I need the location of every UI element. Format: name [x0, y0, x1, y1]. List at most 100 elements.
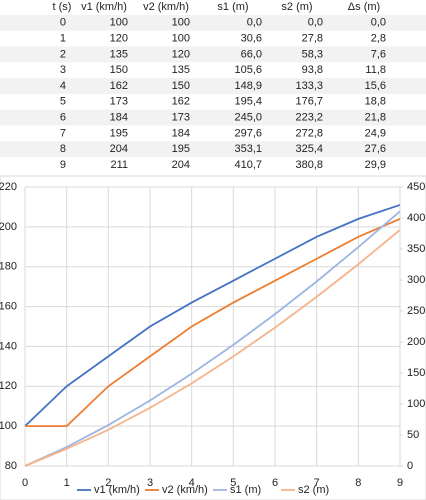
series-line — [25, 218, 401, 428]
legend-label: s2 (m) — [298, 484, 329, 496]
cell: 184 — [110, 112, 128, 124]
cell: 4 — [60, 80, 66, 92]
cell: 297,6 — [234, 127, 262, 139]
cell: 3 — [60, 64, 66, 76]
cell: 8 — [60, 143, 66, 155]
legend-label: s1 (m) — [230, 484, 261, 496]
y2-tick-label: 50 — [407, 429, 419, 441]
column-header: v1 (km/h) — [81, 1, 127, 13]
cell: 410,7 — [234, 159, 262, 171]
cell: 204 — [172, 159, 190, 171]
series-line — [24, 210, 401, 467]
cell: 93,8 — [302, 64, 323, 76]
x-tick-label: 9 — [397, 477, 403, 489]
y-tick-label: 80 — [5, 460, 17, 472]
x-tick-label: 8 — [355, 477, 361, 489]
row-stripe — [0, 109, 426, 126]
cell: 120 — [172, 48, 190, 60]
row-stripe — [0, 46, 426, 63]
legend-label: v2 (km/h) — [162, 484, 208, 496]
y2-tick-label: 200 — [407, 336, 425, 348]
cell: 2 — [60, 48, 66, 60]
cell: 29,9 — [365, 159, 386, 171]
cell: 173 — [172, 112, 190, 124]
cell: 15,6 — [365, 80, 386, 92]
cell: 353,1 — [234, 143, 262, 155]
column-header: Δs (m) — [348, 1, 380, 13]
y2-tick-label: 300 — [407, 274, 425, 286]
x-tick-label: 1 — [64, 477, 70, 489]
cell: 120 — [110, 33, 128, 45]
cell: 380,8 — [295, 159, 323, 171]
cell: 0,0 — [308, 17, 323, 29]
cell: 223,2 — [295, 112, 323, 124]
cell: 7,6 — [371, 48, 386, 60]
legend-label: v1 (km/h) — [94, 484, 140, 496]
y-tick-label: 200 — [0, 221, 17, 233]
cell: 105,6 — [234, 64, 262, 76]
cell: 11,8 — [365, 64, 386, 76]
y-tick-label: 220 — [0, 181, 17, 193]
series-line — [24, 204, 401, 427]
cell: 21,8 — [365, 112, 386, 124]
chart-area — [0, 175, 426, 500]
y2-tick-label: 350 — [407, 243, 425, 255]
y-tick-label: 100 — [0, 420, 17, 432]
cell: 176,7 — [295, 96, 323, 108]
cell: 133,3 — [295, 80, 323, 92]
cell: 27,6 — [365, 143, 386, 155]
cell: 184 — [172, 127, 190, 139]
cell: 325,4 — [295, 143, 323, 155]
y-tick-label: 180 — [0, 261, 17, 273]
cell: 173 — [110, 96, 128, 108]
x-tick-label: 6 — [272, 477, 278, 489]
cell: 135 — [172, 64, 190, 76]
cell: 5 — [60, 96, 66, 108]
cell: 148,9 — [234, 80, 262, 92]
cell: 100 — [110, 17, 128, 29]
column-header: t (s) — [53, 1, 72, 13]
x-tick-label: 3 — [147, 477, 153, 489]
cell: 150 — [110, 64, 128, 76]
cell: 100 — [172, 33, 190, 45]
cell: 204 — [110, 143, 128, 155]
x-tick-label: 7 — [314, 477, 320, 489]
cell: 7 — [60, 127, 66, 139]
cell: 2,8 — [371, 33, 386, 45]
cell: 195,4 — [234, 96, 262, 108]
cell: 135 — [110, 48, 128, 60]
y-tick-label: 120 — [0, 380, 17, 392]
y-tick-label: 160 — [0, 300, 17, 312]
cell: 272,8 — [295, 127, 323, 139]
y2-tick-label: 250 — [407, 305, 425, 317]
cell: 1 — [60, 33, 66, 45]
y2-tick-label: 450 — [407, 181, 425, 193]
cell: 0,0 — [247, 17, 262, 29]
x-tick-label: 2 — [105, 477, 111, 489]
y2-tick-label: 100 — [407, 398, 425, 410]
cell: 9 — [60, 159, 66, 171]
cell: 162 — [172, 96, 190, 108]
cell: 195 — [110, 127, 128, 139]
row-stripe — [0, 14, 426, 31]
y2-tick-label: 150 — [407, 367, 425, 379]
row-stripe — [0, 78, 426, 94]
cell: 0 — [60, 17, 66, 29]
cell: 162 — [110, 80, 128, 92]
y2-tick-label: 0 — [407, 460, 413, 472]
series-line — [24, 229, 401, 467]
cell: 30,6 — [241, 33, 262, 45]
cell: 150 — [172, 80, 190, 92]
cell: 100 — [172, 17, 190, 29]
cell: 0,0 — [371, 17, 386, 29]
x-tick-label: 5 — [230, 477, 236, 489]
cell: 58,3 — [302, 48, 323, 60]
y-tick-label: 140 — [0, 340, 17, 352]
column-header: v2 (km/h) — [143, 1, 189, 13]
cell: 27,8 — [302, 33, 323, 45]
x-tick-label: 0 — [22, 477, 28, 489]
row-stripe — [0, 141, 426, 158]
cell: 6 — [60, 112, 66, 124]
cell: 245,0 — [234, 112, 262, 124]
